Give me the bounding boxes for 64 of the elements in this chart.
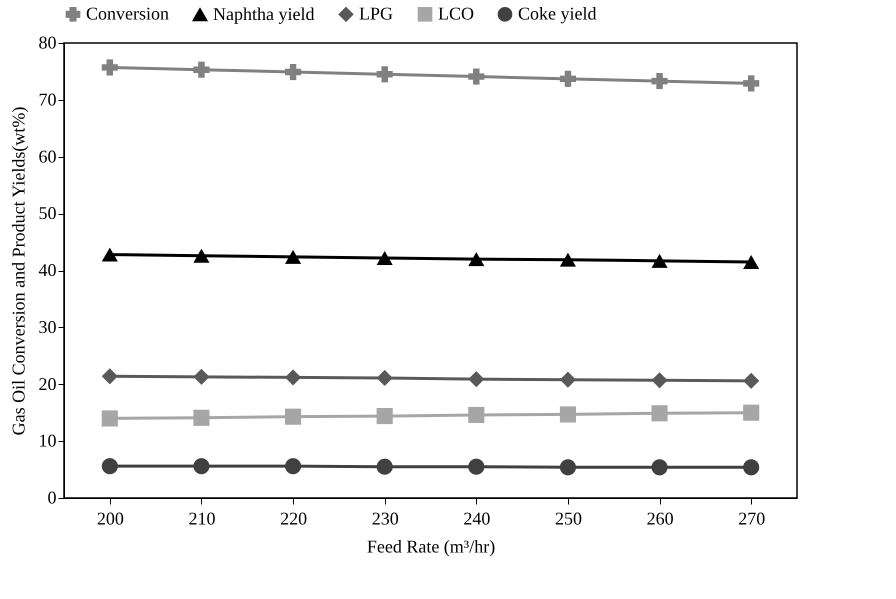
point	[560, 70, 576, 87]
y-tick-label: 0	[48, 488, 56, 508]
point	[193, 458, 210, 474]
x-tick-label: 240	[463, 508, 490, 528]
x-tick-label: 270	[738, 508, 766, 528]
point	[102, 410, 118, 426]
point	[743, 254, 760, 269]
point	[652, 405, 668, 422]
y-tick-label: 60	[38, 146, 56, 166]
legend-label: LCO	[438, 3, 474, 24]
legend-label: Naphtha yield	[213, 4, 314, 24]
point	[376, 251, 393, 265]
point	[102, 59, 118, 76]
point	[193, 62, 210, 78]
point	[560, 459, 576, 476]
point	[193, 248, 210, 263]
x-tick-label: 210	[188, 508, 216, 528]
x-tick-label: 260	[646, 508, 674, 528]
point	[376, 408, 393, 424]
point	[743, 459, 760, 476]
point	[285, 250, 302, 264]
x-tick-label: 200	[96, 508, 124, 528]
point	[285, 408, 302, 425]
point	[468, 371, 484, 388]
point	[285, 369, 302, 386]
legend-label: LPG	[359, 3, 394, 24]
point	[560, 372, 576, 388]
point	[468, 252, 484, 266]
y-tick-label: 70	[38, 89, 56, 110]
y-tick-label: 20	[38, 374, 56, 394]
point	[193, 368, 210, 385]
point	[560, 406, 576, 422]
y-tick-label: 30	[38, 316, 56, 337]
point	[285, 458, 302, 474]
point	[285, 64, 302, 80]
point	[652, 254, 668, 268]
point	[376, 458, 393, 475]
x-axis-title: Feed Rate (m³/hr)	[366, 536, 496, 556]
point	[102, 458, 118, 474]
point	[376, 66, 393, 82]
legend-label: Coke yield	[518, 3, 596, 24]
point	[102, 248, 118, 262]
point	[743, 404, 760, 421]
point	[193, 410, 210, 426]
point	[743, 75, 760, 92]
point	[743, 372, 760, 389]
point	[468, 458, 484, 475]
point	[468, 68, 484, 85]
point	[102, 368, 118, 384]
legend-label: Conversion	[86, 3, 169, 24]
point	[376, 370, 393, 386]
y-tick-label: 80	[38, 32, 56, 52]
y-axis-title: Gas Oil Conversion and Product Yields(wt%)	[8, 106, 28, 436]
point	[652, 73, 668, 90]
point	[560, 252, 576, 267]
y-tick-label: 40	[38, 260, 56, 280]
x-tick-label: 220	[280, 508, 308, 528]
point	[652, 459, 668, 476]
point	[652, 372, 668, 388]
y-tick-label: 10	[38, 430, 56, 451]
x-tick-label: 230	[372, 508, 399, 528]
y-tick-label: 50	[38, 203, 56, 224]
point	[468, 406, 484, 424]
x-tick-label: 250	[554, 508, 582, 528]
